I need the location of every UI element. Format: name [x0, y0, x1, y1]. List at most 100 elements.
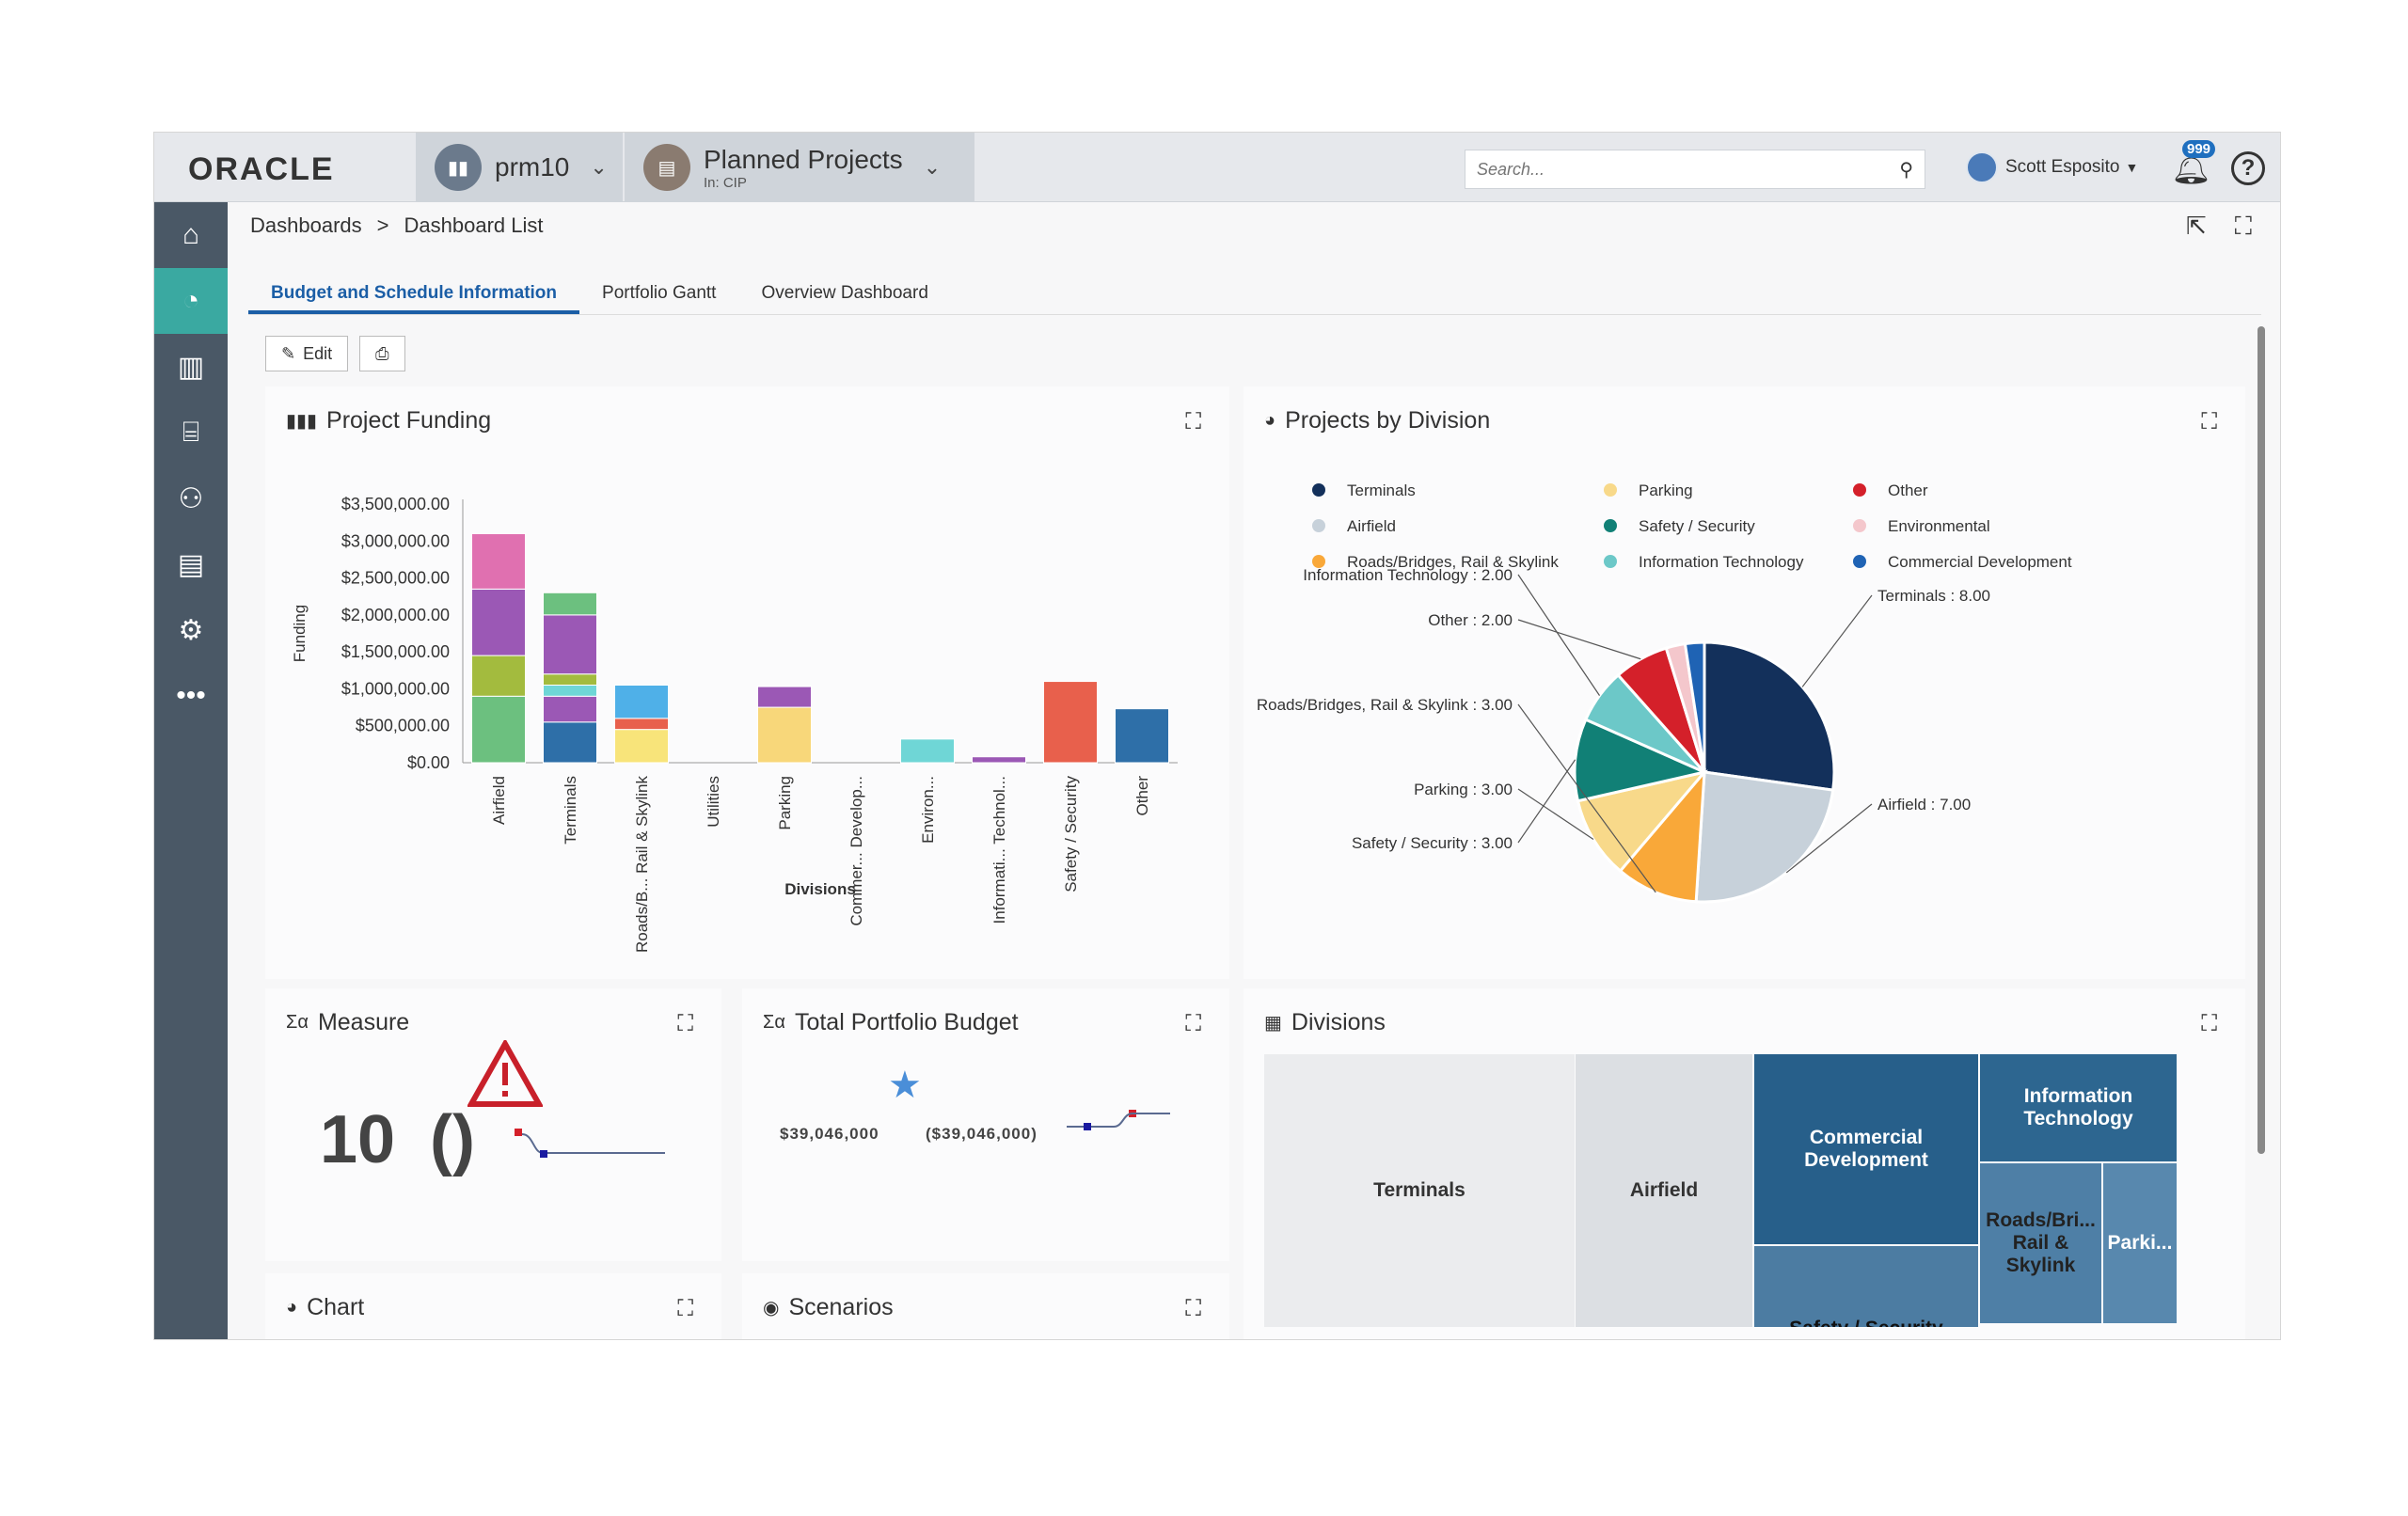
treemap-cell[interactable]: Parki... [2103, 1163, 2177, 1323]
panel-title-text: Chart [307, 1294, 365, 1320]
print-button[interactable]: ⎙ [359, 336, 405, 371]
project-label: Planned Projects [704, 144, 903, 174]
tab-budget-schedule[interactable]: Budget and Schedule Information [248, 274, 580, 314]
breadcrumb-root[interactable]: Dashboards [250, 213, 362, 237]
sigma-icon: Σα [286, 1012, 309, 1033]
leader-line [1517, 574, 1601, 696]
bar-segment [471, 695, 526, 764]
legend-label: Information Technology [1639, 553, 1804, 571]
expand-icon[interactable]: ⛶ [1185, 409, 1201, 434]
treemap-cell[interactable]: Airfield [1576, 1054, 1752, 1327]
panel-title-text: Measure [317, 1009, 410, 1035]
expand-icon[interactable]: ⛶ [677, 1011, 693, 1036]
x-tick-label: Other [1133, 776, 1151, 816]
panel-title: ◕ Projects by Division [1264, 407, 1490, 434]
budget-value: $39,046,000 [780, 1125, 879, 1143]
treemap-cell[interactable]: Terminals [1264, 1054, 1575, 1327]
expand-icon[interactable]: ⛶ [2201, 409, 2217, 434]
workspace-label: prm10 [495, 152, 570, 182]
treemap-cell[interactable]: Commercial Development [1754, 1054, 1978, 1244]
bar-segment [1043, 681, 1098, 764]
y-tick-label: $500,000.00 [356, 717, 450, 735]
legend-label: Roads/Bridges, Rail & Skylink [1347, 553, 1559, 571]
edit-button[interactable]: ✎ Edit [265, 336, 349, 371]
x-tick-label: Environ... [919, 776, 937, 844]
bar-segment [471, 532, 526, 590]
user-name: Scott Esposito [2005, 157, 2120, 177]
bar-segment [543, 685, 597, 697]
slice-label: Terminals : 8.00 [1877, 587, 1990, 605]
search-input[interactable] [1477, 159, 1900, 180]
workspace-selector[interactable]: ▮▮ prm10 ⌄ [416, 133, 623, 202]
x-tick-label: Informati... Technol... [990, 776, 1008, 924]
target-icon: ◉ [763, 1298, 780, 1319]
legend-swatch [1312, 555, 1325, 568]
expand-icon[interactable]: ⛶ [1185, 1296, 1201, 1321]
gear-icon[interactable]: ⚙ [178, 614, 204, 646]
bar-segment [471, 655, 526, 697]
chevron-down-icon: ⌄ [923, 155, 942, 179]
expand-icon[interactable]: ⛶ [1185, 1011, 1201, 1036]
measure-sparkline [515, 1129, 665, 1158]
expand-icon[interactable]: ⛶ [2201, 1011, 2217, 1036]
legend-label: Airfield [1347, 517, 1396, 535]
pencil-icon: ✎ [281, 343, 296, 363]
search-box[interactable]: ⚲ [1465, 150, 1925, 189]
app-window: ORACLE ▮▮ prm10 ⌄ ▤ Planned Projects In:… [153, 132, 2281, 1340]
bar-segment [757, 686, 812, 708]
bank-icon[interactable]: ⌸ [182, 417, 199, 448]
documents-icon[interactable]: ▤ [177, 548, 205, 580]
y-tick-label: $3,000,000.00 [341, 531, 450, 550]
tab-overview-dashboard[interactable]: Overview Dashboard [761, 283, 928, 303]
panel-title: ▦ Divisions [1264, 1009, 1386, 1036]
project-selector[interactable]: ▤ Planned Projects In: CIP ⌄ [625, 133, 974, 202]
avatar [1966, 151, 1998, 183]
project-icon: ▤ [643, 144, 690, 191]
slice-label: Parking : 3.00 [1414, 781, 1513, 798]
total-portfolio-budget-panel: Σα Total Portfolio Budget ⛶ ★ $39,046,00… [742, 988, 1229, 1261]
vertical-scrollbar[interactable] [2258, 326, 2265, 1154]
help-icon[interactable]: ? [2231, 151, 2265, 185]
pie-chart-icon: ◕ [286, 1297, 298, 1318]
fullscreen-icon[interactable]: ⛶ [2234, 212, 2252, 240]
people-icon[interactable]: ⚇ [178, 482, 204, 514]
slice-label: Roads/Bridges, Rail & Skylink : 3.00 [1257, 696, 1513, 714]
legend-label: Terminals [1347, 482, 1416, 499]
dashboard-tabs: Budget and Schedule Information Portfoli… [248, 274, 2261, 315]
more-icon[interactable]: ••• [176, 680, 206, 711]
home-icon[interactable]: ⌂ [182, 219, 200, 250]
measure-value: 10 [320, 1102, 396, 1177]
bar-segment [543, 695, 597, 723]
legend-swatch [1853, 483, 1866, 497]
x-tick-label: Utilities [705, 776, 722, 828]
panel-title: ▮▮▮ Project Funding [286, 407, 491, 434]
tab-portfolio-gantt[interactable]: Portfolio Gantt [602, 283, 717, 303]
x-tick-label: Roads/B... Rail & Skylink [633, 776, 651, 954]
legend-swatch [1604, 519, 1617, 532]
treemap-cell[interactable]: Information Technology [1980, 1054, 2177, 1161]
treemap-cell[interactable]: Roads/Bri... Rail & Skylink [1980, 1163, 2101, 1323]
treemap-cell[interactable]: Safety / Security [1754, 1246, 1978, 1327]
panel-title: ◕ Chart [286, 1294, 364, 1321]
bar-segment [972, 756, 1026, 764]
bar-segment [543, 592, 597, 616]
legend-label: Safety / Security [1639, 517, 1755, 535]
measure-paren: () [430, 1102, 475, 1177]
bar-segment [757, 706, 812, 764]
legend-swatch [1853, 519, 1866, 532]
dashboard-icon[interactable]: ◔ [154, 268, 228, 334]
panel-title-text: Project Funding [326, 407, 492, 434]
building-icon[interactable]: ▥ [177, 351, 205, 383]
bar-segment [614, 729, 669, 764]
panel-title: Σα Measure [286, 1009, 409, 1036]
printer-icon: ⎙ [375, 343, 389, 363]
y-tick-label: $0.00 [407, 753, 450, 772]
expand-icon[interactable]: ⛶ [677, 1296, 693, 1321]
search-icon[interactable]: ⚲ [1899, 159, 1913, 181]
leader-line [1517, 619, 1641, 660]
chart-panel: ◕ Chart ⛶ [265, 1273, 721, 1339]
y-tick-label: $3,500,000.00 [341, 495, 450, 513]
y-tick-label: $1,000,000.00 [341, 679, 450, 698]
share-icon[interactable]: ⇱ [2186, 212, 2207, 240]
user-menu[interactable]: Scott Esposito ▼ [1966, 151, 2138, 183]
